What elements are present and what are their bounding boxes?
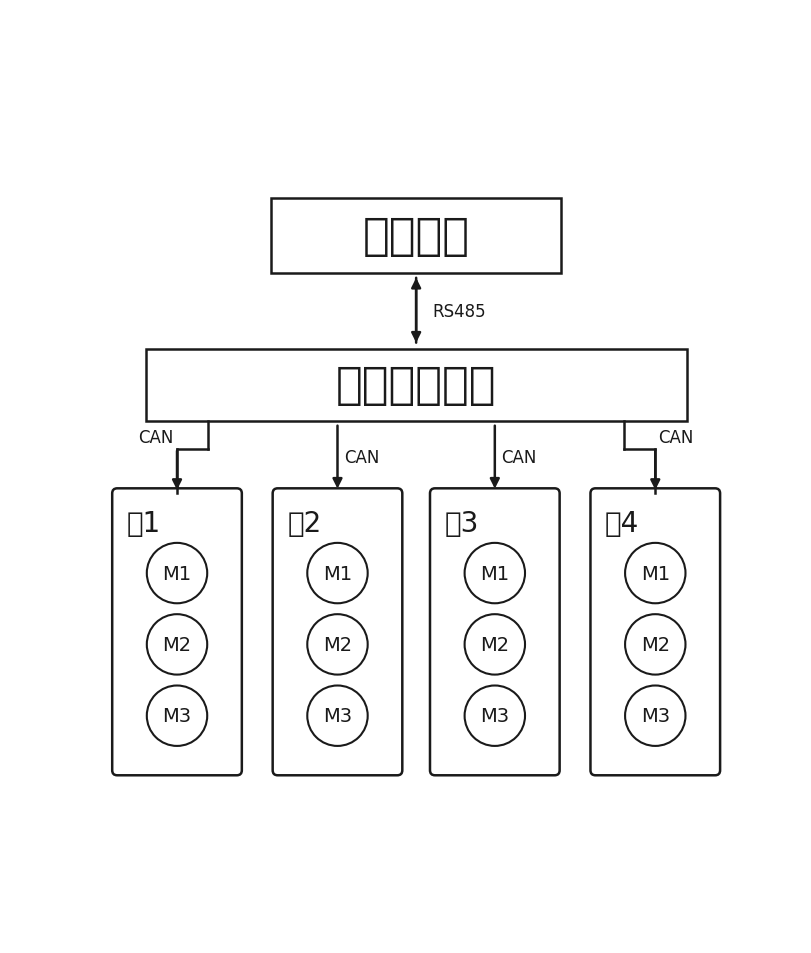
Circle shape xyxy=(464,686,525,746)
Text: M2: M2 xyxy=(323,636,352,654)
Circle shape xyxy=(464,615,525,675)
Text: M3: M3 xyxy=(323,706,352,725)
Circle shape xyxy=(624,543,684,603)
Text: 主控单元: 主控单元 xyxy=(363,214,469,257)
Bar xyxy=(145,349,686,421)
Text: 腿2: 腿2 xyxy=(287,510,321,537)
Text: 腿3: 腿3 xyxy=(444,510,478,537)
Text: M3: M3 xyxy=(640,706,669,725)
Text: M1: M1 xyxy=(479,564,508,583)
Circle shape xyxy=(147,686,207,746)
FancyBboxPatch shape xyxy=(272,489,401,776)
Text: M3: M3 xyxy=(162,706,191,725)
Text: M2: M2 xyxy=(640,636,669,654)
Text: M1: M1 xyxy=(162,564,191,583)
FancyBboxPatch shape xyxy=(430,489,559,776)
Circle shape xyxy=(307,686,367,746)
Bar xyxy=(271,198,560,274)
Text: M3: M3 xyxy=(479,706,508,725)
Text: RS485: RS485 xyxy=(431,302,485,320)
Circle shape xyxy=(147,543,207,603)
Text: 数据转换模块: 数据转换模块 xyxy=(336,364,496,407)
Text: CAN: CAN xyxy=(500,449,536,467)
Text: 腿4: 腿4 xyxy=(604,510,638,537)
Text: CAN: CAN xyxy=(343,449,379,467)
Circle shape xyxy=(624,686,684,746)
Circle shape xyxy=(147,615,207,675)
Text: CAN: CAN xyxy=(658,429,693,447)
Text: CAN: CAN xyxy=(139,429,174,447)
Circle shape xyxy=(307,543,367,603)
Text: M2: M2 xyxy=(162,636,191,654)
Text: M1: M1 xyxy=(640,564,669,583)
Circle shape xyxy=(624,615,684,675)
Circle shape xyxy=(307,615,367,675)
Circle shape xyxy=(464,543,525,603)
FancyBboxPatch shape xyxy=(112,489,242,776)
Text: M2: M2 xyxy=(479,636,508,654)
Text: 腿1: 腿1 xyxy=(127,510,161,537)
Text: M1: M1 xyxy=(323,564,352,583)
FancyBboxPatch shape xyxy=(590,489,719,776)
